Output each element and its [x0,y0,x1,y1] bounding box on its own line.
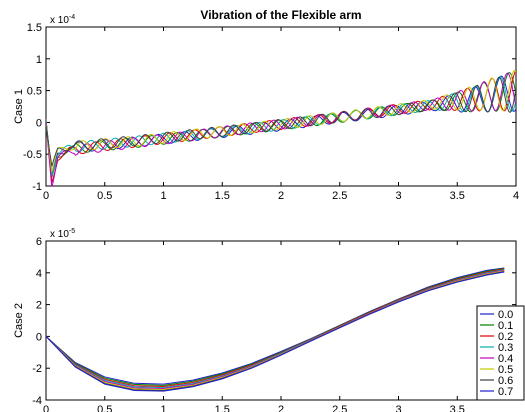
x-tick-label: 3 [395,190,401,202]
y-tick-label: 1 [36,54,42,66]
y-tick-label: 0 [36,331,42,343]
series-group [46,267,505,392]
legend-label: 0.3 [498,342,513,354]
series-line [46,271,505,392]
y-exponent-power: -5 [69,228,75,235]
x-tick-label: 1.5 [215,404,230,412]
y-tick-label: 0.5 [27,86,42,98]
x-tick-label: 0 [43,404,49,412]
x-tick-label: 0.5 [97,404,112,412]
x-tick-label: 3.5 [450,404,465,412]
legend-label: 0.6 [498,375,513,387]
legend: 0.00.10.20.30.40.50.60.7 [476,305,525,401]
x-tick-label: 1 [160,190,166,202]
x-tick-label: 2 [278,404,284,412]
y-exponent-label: x 10-5 [50,228,75,240]
x-tick-label: 0.5 [97,190,112,202]
x-tick-label: 0 [43,190,49,202]
y-tick-label: 2 [36,300,42,312]
legend-label: 0.5 [498,364,513,376]
series-line [46,69,516,173]
y-axis-label: Case 2 [13,303,25,338]
y-exponent-power: -4 [69,14,75,21]
legend-label: 0.7 [498,386,513,398]
panel-1: 0 0.5 1 1.5 2 2.5 3 3.5 4 -1 -0.5 0 0.5 1 1.5 x 10-4 Vib… [13,8,519,202]
legend-label: 0.4 [498,353,513,365]
series-line [46,76,516,167]
series-line [46,271,505,391]
y-tick-label: 4 [36,268,42,280]
legend-box [476,305,525,401]
y-tick-label: -2 [32,363,42,375]
y-tick-label: -0.5 [23,149,42,161]
series-line [46,267,505,385]
legend-label: 0.0 [498,309,513,321]
y-tick-label: -1 [32,181,42,193]
series-group [46,69,516,186]
x-tick-label: 2 [278,190,284,202]
y-tick-label: 6 [36,236,42,248]
x-tick-label: 3 [395,404,401,412]
series-line [46,72,516,186]
y-exponent-label: x 10-4 [50,14,75,26]
y-tick-label: 0 [36,117,42,129]
x-tick-label: 1.5 [215,190,230,202]
x-tick-label: 2.5 [332,190,347,202]
chart-title: Vibration of the Flexible arm [200,8,361,22]
series-line [46,69,516,183]
y-tick-label: -4 [32,395,42,407]
x-tick-label: 4 [513,190,519,202]
y-axis-label: Case 1 [13,89,25,124]
legend-label: 0.2 [498,331,513,343]
series-line [46,269,505,389]
x-tick-label: 1 [160,404,166,412]
x-tick-label: 3.5 [450,190,465,202]
y-tick-label: 1.5 [27,22,42,34]
legend-label: 0.1 [498,320,513,332]
x-tick-label: 2.5 [332,404,347,412]
axes-box [45,240,517,401]
